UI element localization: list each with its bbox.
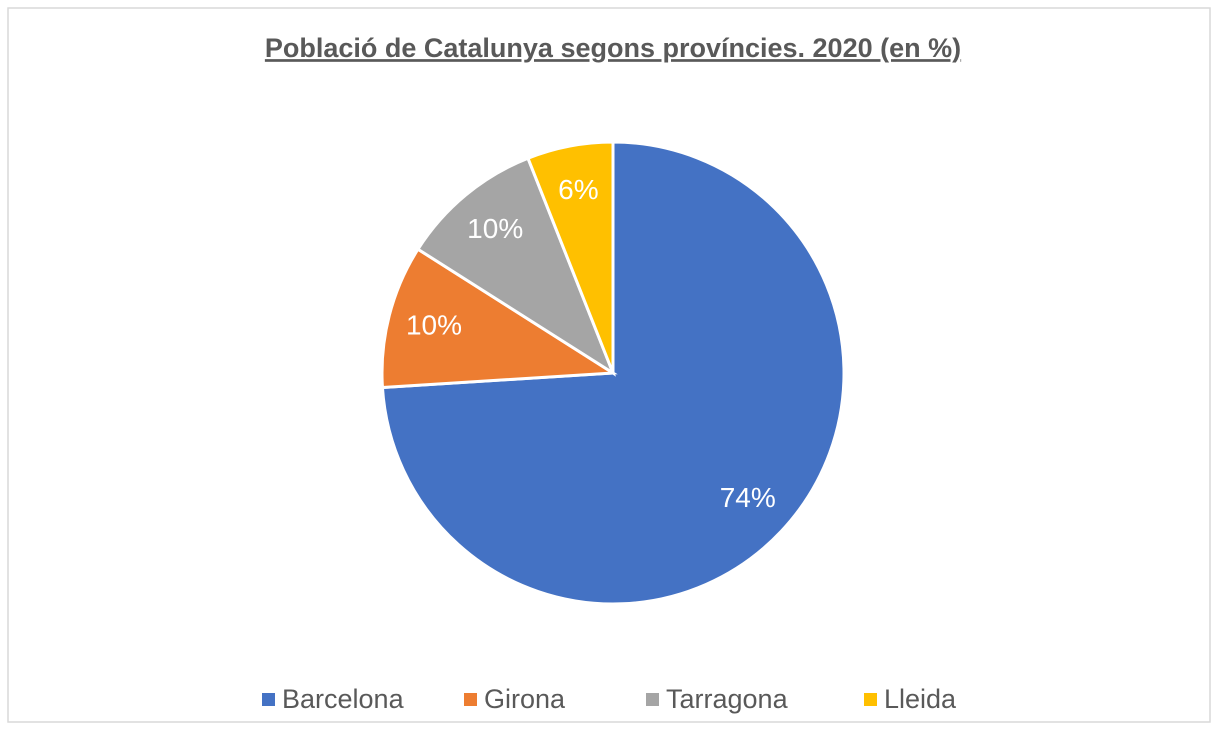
data-label: 74% bbox=[720, 482, 776, 513]
legend-swatch bbox=[262, 693, 275, 706]
chart-title: Població de Catalunya segons províncies.… bbox=[265, 33, 961, 63]
legend-label: Barcelona bbox=[282, 684, 405, 714]
data-label: 10% bbox=[406, 309, 462, 340]
legend-label: Lleida bbox=[884, 684, 957, 714]
legend-swatch bbox=[864, 693, 877, 706]
data-label: 6% bbox=[558, 174, 598, 205]
data-label: 10% bbox=[467, 213, 523, 244]
legend-swatch bbox=[646, 693, 659, 706]
pie-slice bbox=[415, 156, 617, 377]
pie-slice bbox=[380, 247, 618, 390]
legend-label: Girona bbox=[484, 684, 566, 714]
legend-swatch bbox=[464, 693, 477, 706]
legend-label: Tarragona bbox=[666, 684, 789, 714]
pie-slice bbox=[526, 140, 615, 374]
